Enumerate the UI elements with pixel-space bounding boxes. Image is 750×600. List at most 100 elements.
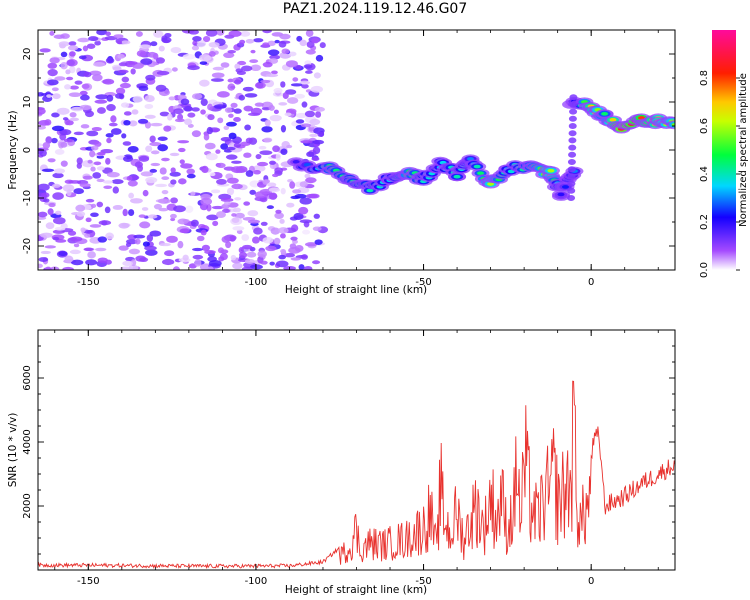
noise-blob xyxy=(311,37,320,44)
noise-blob xyxy=(130,68,136,75)
y-tick-label: -10 xyxy=(22,190,33,206)
noise-blob xyxy=(69,249,81,255)
noise-blob xyxy=(119,266,133,270)
noise-blob xyxy=(265,73,279,78)
ridge-jump xyxy=(567,195,576,201)
noise-blob xyxy=(313,72,321,79)
ridge-core xyxy=(561,185,569,189)
noise-blob xyxy=(258,145,267,150)
noise-blob xyxy=(201,165,209,174)
noise-blob xyxy=(223,125,230,130)
noise-blob xyxy=(121,40,131,45)
noise-blob xyxy=(299,80,311,85)
noise-blob xyxy=(136,50,147,57)
x-tick-label: -50 xyxy=(415,576,431,587)
noise-blob xyxy=(131,109,139,115)
noise-blob xyxy=(169,171,181,177)
noise-blob xyxy=(122,208,128,217)
noise-blob xyxy=(173,205,186,213)
noise-blob xyxy=(303,265,313,270)
noise-blob xyxy=(300,140,313,144)
noise-blob xyxy=(41,168,55,172)
noise-blob xyxy=(131,175,140,180)
noise-blob xyxy=(208,41,220,48)
noise-blob xyxy=(69,51,76,57)
noise-blob xyxy=(216,211,226,219)
noise-blob xyxy=(305,177,317,184)
snr-y-label: SNR (10 * v/v) xyxy=(7,413,19,488)
noise-blob xyxy=(289,181,296,189)
noise-blob xyxy=(123,119,131,126)
noise-blob xyxy=(170,179,177,185)
noise-blob xyxy=(121,133,127,139)
noise-blob xyxy=(74,80,83,85)
noise-blob xyxy=(93,161,102,166)
noise-blob xyxy=(279,33,291,40)
noise-blob xyxy=(52,172,64,179)
noise-blob xyxy=(118,245,129,251)
noise-blob xyxy=(122,141,132,146)
noise-blob xyxy=(38,216,47,220)
noise-blob xyxy=(86,43,96,49)
noise-blob xyxy=(273,237,281,245)
noise-blob xyxy=(161,190,169,195)
noise-blob xyxy=(217,117,224,124)
noise-blob xyxy=(225,154,238,160)
noise-blob xyxy=(203,133,210,141)
noise-blob xyxy=(181,30,195,34)
colorbar-tick-label: 0.6 xyxy=(699,118,710,134)
noise-blob xyxy=(202,35,211,43)
noise-blob xyxy=(280,187,286,195)
y-tick-label: 2000 xyxy=(22,493,33,518)
noise-blob xyxy=(267,40,276,47)
noise-blob xyxy=(245,170,254,177)
noise-blob xyxy=(275,209,282,214)
noise-blob xyxy=(159,242,171,247)
noise-blob xyxy=(296,35,303,42)
noise-blob xyxy=(306,151,315,158)
noise-blob xyxy=(249,189,256,195)
noise-blob xyxy=(87,159,93,164)
noise-blob xyxy=(204,142,216,150)
noise-blob xyxy=(281,48,290,54)
noise-blob xyxy=(133,234,146,239)
noise-blob xyxy=(282,92,289,100)
noise-blob xyxy=(309,118,321,126)
noise-blob xyxy=(179,159,185,165)
noise-blob xyxy=(204,249,216,255)
noise-blob xyxy=(200,109,206,115)
noise-blob xyxy=(196,235,205,242)
noise-blob xyxy=(84,233,91,238)
noise-blob xyxy=(92,74,103,82)
noise-blob xyxy=(226,146,236,151)
y-tick-label: 10 xyxy=(22,96,33,109)
noise-blob xyxy=(150,150,160,155)
noise-blob xyxy=(196,40,207,48)
ridge-core xyxy=(601,112,609,116)
noise-blob xyxy=(79,183,91,188)
ridge-jump xyxy=(568,123,577,129)
noise-blob xyxy=(121,76,130,83)
noise-blob xyxy=(312,260,321,265)
noise-blob xyxy=(225,121,237,127)
noise-blob xyxy=(157,144,169,152)
noise-blob xyxy=(38,257,49,263)
noise-blob xyxy=(105,31,111,37)
noise-blob xyxy=(44,266,52,270)
noise-blob xyxy=(212,220,219,227)
noise-blob xyxy=(38,147,44,155)
noise-blob xyxy=(209,172,216,177)
noise-blob xyxy=(135,255,146,262)
colorbar-tick-label: 0.2 xyxy=(699,214,710,230)
noise-blob xyxy=(47,158,56,163)
noise-blob xyxy=(280,233,286,239)
noise-blob xyxy=(103,185,113,189)
noise-blob xyxy=(73,243,80,248)
ridge-jump xyxy=(569,101,578,108)
noise-blob xyxy=(128,209,135,216)
noise-blob xyxy=(156,70,170,76)
noise-blob xyxy=(144,245,157,251)
noise-blob xyxy=(286,144,293,149)
noise-blob xyxy=(69,117,80,122)
noise-blob xyxy=(51,137,58,144)
